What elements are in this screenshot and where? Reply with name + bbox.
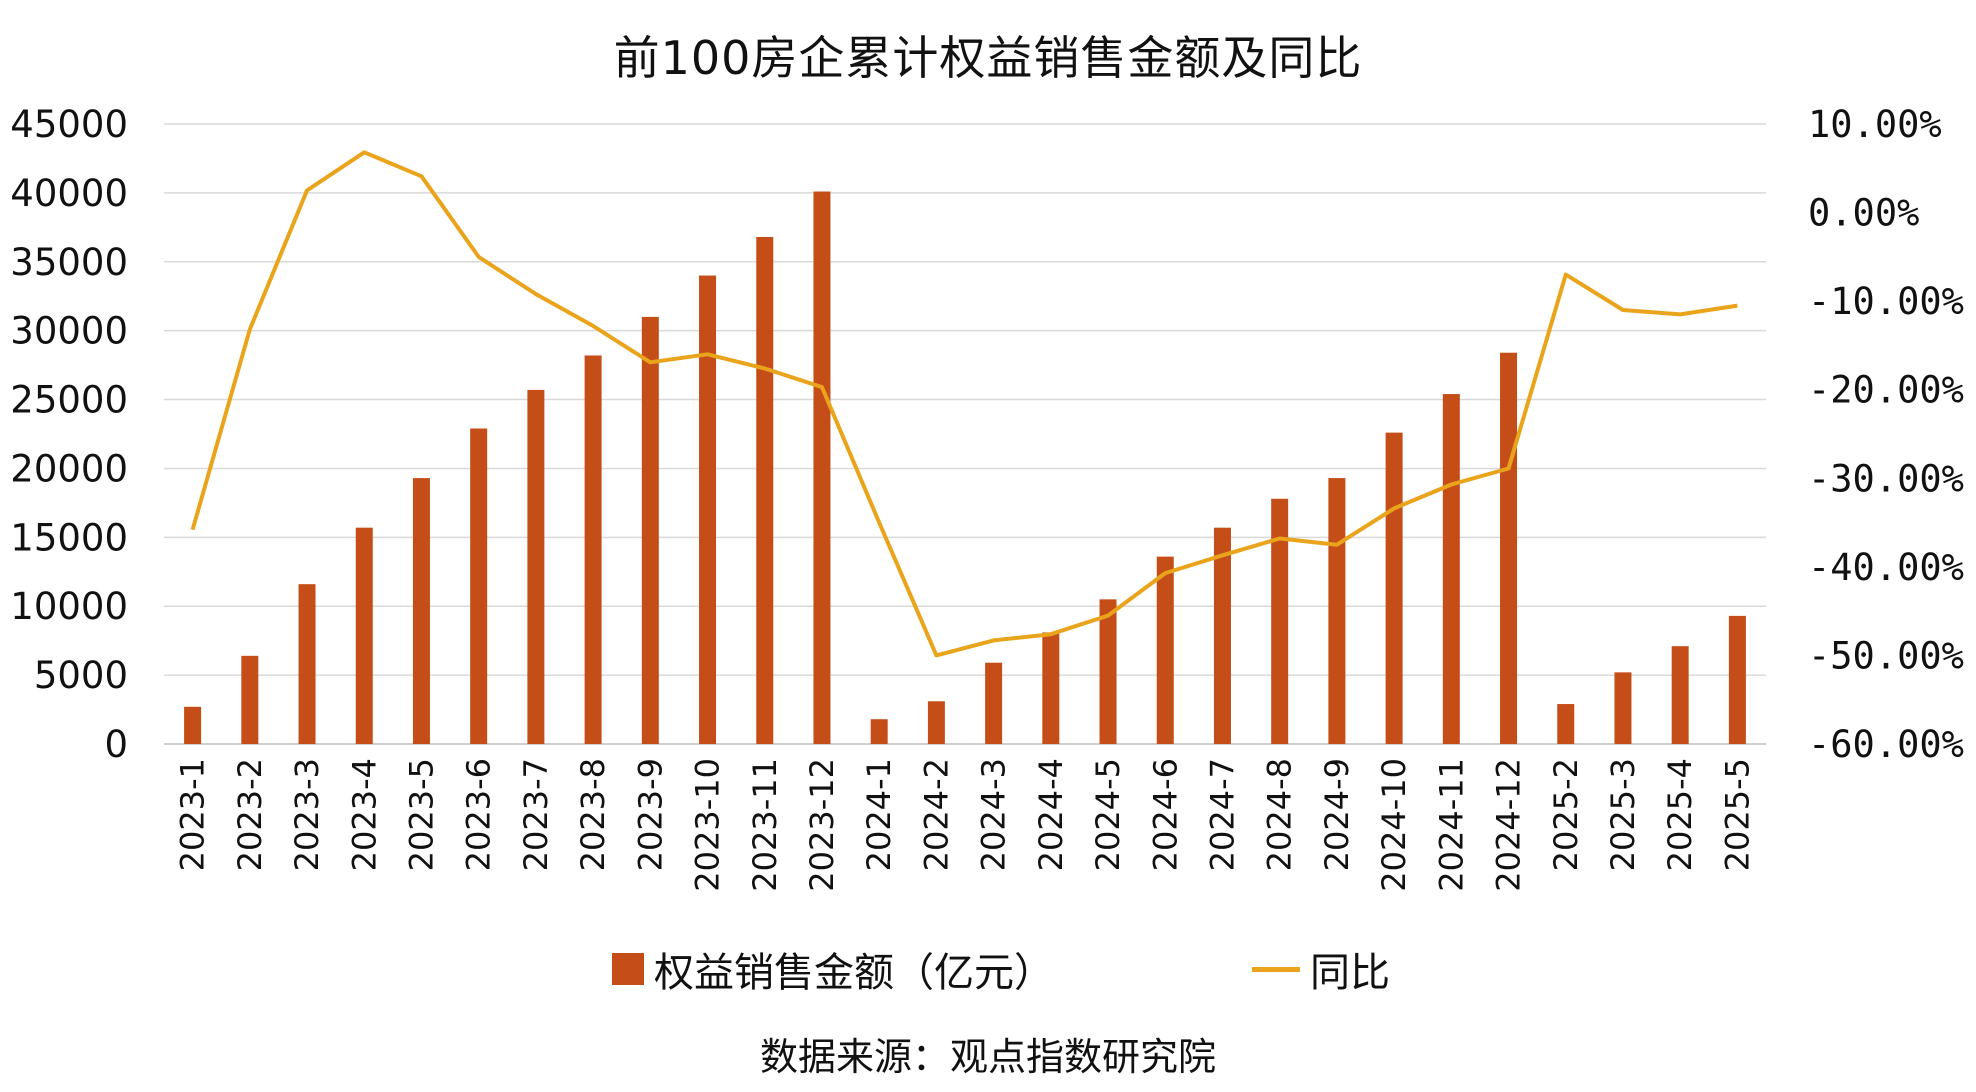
x-tick-label: 2024-6 [1146, 758, 1184, 871]
y-left-tick-label: 25000 [10, 379, 128, 422]
bar [1500, 352, 1518, 744]
x-tick-label: 2025-2 [1547, 758, 1585, 871]
bar [1213, 527, 1231, 744]
x-tick-label: 2024-4 [1032, 758, 1070, 871]
x-tick-label: 2025-3 [1604, 758, 1642, 871]
bar [1156, 556, 1174, 744]
y-right-tick-label: -50.00% [1808, 634, 1964, 677]
y-left-tick-label: 35000 [10, 241, 128, 284]
bar [985, 662, 1003, 744]
bar [1099, 599, 1117, 744]
x-axis-ticks: 2023-1 2023-2 2023-3 2023-4 2023-5 2023-6 2023… [174, 758, 1757, 892]
x-tick-label: 2024-8 [1261, 758, 1299, 871]
bar [355, 527, 373, 744]
bar [1442, 394, 1460, 744]
legend-line-swatch [1252, 966, 1300, 972]
bar [298, 584, 316, 744]
x-tick-label: 2023-6 [460, 758, 498, 871]
x-tick-label: 2023-9 [631, 758, 669, 871]
x-tick-label: 2024-11 [1432, 758, 1470, 892]
x-tick-label: 2023-7 [517, 758, 555, 871]
x-tick-label: 2023-8 [574, 758, 612, 871]
y-left-tick-label: 5000 [34, 654, 128, 697]
bar [1042, 632, 1060, 744]
bar [699, 275, 717, 744]
bar [184, 706, 202, 744]
x-tick-label: 2023-2 [231, 758, 269, 871]
bar [927, 701, 945, 744]
y-left-tick-label: 40000 [10, 172, 128, 215]
legend-bar-label: 权益销售金额（亿元） [654, 950, 1054, 996]
x-tick-label: 2024-3 [975, 758, 1013, 871]
right-axis-ticks: -60.00% -50.00% -40.00% -30.00% -20.00% -10.0… [1808, 103, 1964, 766]
y-left-tick-label: 10000 [10, 585, 128, 628]
chart-title: 前100房企累计权益销售金额及同比 [613, 31, 1363, 85]
legend-bar-swatch [612, 953, 644, 985]
x-tick-label: 2025-5 [1718, 758, 1756, 871]
y-left-tick-label: 20000 [10, 447, 128, 490]
bar [813, 191, 831, 744]
bar [1385, 432, 1403, 744]
x-tick-label: 2024-1 [860, 758, 898, 871]
gridlines [164, 123, 1766, 745]
y-right-tick-label: -60.00% [1808, 723, 1964, 766]
x-tick-label: 2023-10 [689, 758, 727, 892]
x-tick-label: 2023-3 [288, 758, 326, 871]
y-right-tick-label: -20.00% [1808, 369, 1964, 412]
bar [470, 428, 488, 744]
yoy-line [190, 150, 1738, 658]
bar [1614, 672, 1632, 744]
y-right-tick-label: -10.00% [1808, 280, 1964, 323]
legend-line-label: 同比 [1310, 950, 1390, 996]
y-right-tick-label: 10.00% [1808, 103, 1942, 146]
bar [241, 655, 259, 744]
x-tick-label: 2024-10 [1375, 758, 1413, 892]
x-tick-label: 2023-4 [345, 758, 383, 871]
left-axis-ticks: 0 5000 10000 15000 20000 25000 30000 35000 40000… [10, 103, 128, 766]
y-right-tick-label: 0.00% [1808, 192, 1919, 235]
y-left-tick-label: 45000 [10, 103, 128, 146]
x-tick-label: 2025-4 [1661, 758, 1699, 871]
x-tick-label: 2024-7 [1204, 758, 1242, 871]
x-tick-label: 2023-12 [803, 758, 841, 892]
bar [756, 236, 774, 744]
bar [1328, 478, 1346, 744]
bar [1271, 498, 1289, 744]
bar [870, 719, 888, 744]
combo-chart: 0 5000 10000 15000 20000 25000 30000 35000 40000… [10, 103, 1964, 892]
x-tick-label: 2024-2 [917, 758, 955, 871]
bar [641, 316, 659, 744]
bar [1557, 704, 1575, 744]
bar [1728, 615, 1746, 744]
bar [584, 355, 602, 744]
x-tick-label: 2024-12 [1490, 758, 1528, 892]
y-right-tick-label: -40.00% [1808, 546, 1964, 589]
bar [527, 389, 545, 744]
x-tick-label: 2023-5 [403, 758, 441, 871]
y-left-tick-label: 30000 [10, 310, 128, 353]
x-tick-label: 2023-1 [174, 758, 212, 871]
x-tick-label: 2024-9 [1318, 758, 1356, 871]
bar [412, 478, 430, 744]
y-left-tick-label: 0 [104, 723, 128, 766]
legend-line: 同比 [1252, 940, 1390, 998]
x-tick-label: 2024-5 [1089, 758, 1127, 871]
line-series [190, 150, 1738, 658]
y-right-tick-label: -30.00% [1808, 457, 1964, 500]
x-tick-label: 2023-11 [746, 758, 784, 892]
bar [1671, 646, 1689, 744]
data-source: 数据来源：观点指数研究院 [759, 1035, 1216, 1079]
legend-bar: 权益销售金额（亿元） [612, 940, 1054, 998]
y-left-tick-label: 15000 [10, 516, 128, 559]
